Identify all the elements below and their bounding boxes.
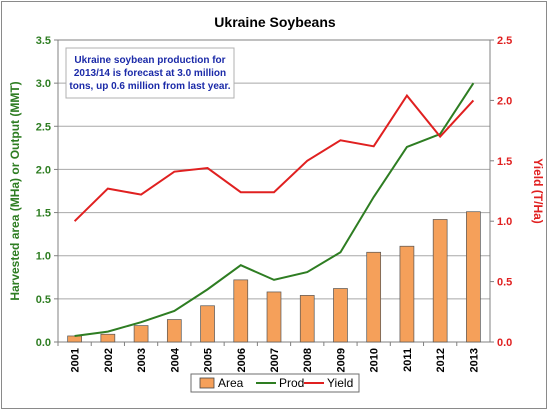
x-tick-label: 2010 [369, 348, 381, 372]
left-tick-label: 2.5 [36, 121, 51, 133]
prod-line [74, 82, 475, 337]
annotation-line-2: 2013/14 is forecast at 3.0 million [74, 68, 226, 79]
area-bars [67, 211, 481, 343]
chart-title: Ukraine Soybeans [214, 14, 336, 30]
right-tick-label: 2.5 [497, 35, 512, 47]
legend-area-swatch [199, 377, 215, 389]
yield-line [73, 93, 475, 222]
x-tick-label: 2006 [236, 348, 248, 372]
left-tick-label: 3.0 [36, 78, 51, 90]
area-bar [299, 295, 315, 343]
right-tick-label: 1.5 [497, 156, 512, 168]
x-tick-label: 2003 [136, 348, 148, 372]
left-axis-label: Harvested area (MHa) or Output (MMT) [8, 81, 22, 300]
left-tick-label: 0.5 [36, 294, 51, 306]
area-bar [67, 335, 82, 343]
area-bar [200, 305, 215, 343]
area-bar [399, 245, 415, 343]
annotation-line-1: Ukraine soybean production for [74, 55, 225, 66]
annotation-line-3: tons, up 0.6 million from last year. [69, 81, 230, 92]
x-tick-label: 2011 [402, 348, 414, 372]
left-tick-label: 1.5 [36, 208, 51, 220]
x-tick-label: 2001 [70, 348, 82, 372]
series-lines [73, 82, 475, 337]
x-tick-label: 2007 [269, 348, 281, 372]
area-bar [266, 291, 282, 343]
legend-area-label: Area [218, 376, 244, 390]
right-tick-label: 0.0 [497, 337, 512, 349]
area-bar [166, 319, 182, 343]
x-tick-label: 2009 [335, 348, 347, 372]
x-tick-label: 2008 [302, 348, 314, 372]
right-tick-label: 2.0 [497, 95, 512, 107]
right-tick-label: 1.0 [497, 216, 512, 228]
x-tick-label: 2002 [103, 348, 115, 372]
left-tick-label: 2.0 [36, 164, 51, 176]
left-tick-label: 0.0 [36, 337, 51, 349]
area-bar [333, 288, 348, 343]
x-tick-label: 2004 [169, 347, 181, 372]
left-tick-label: 3.5 [36, 35, 51, 47]
area-bar [233, 279, 249, 343]
x-tick-label: 2012 [435, 348, 447, 372]
legend-yield-label: Yield [327, 376, 353, 390]
right-axis-ticks: 0.0 0.5 1.0 1.5 2.0 2.5 [490, 35, 512, 349]
annotation-box: Ukraine soybean production for 2013/14 i… [65, 47, 235, 99]
area-bar [466, 211, 481, 343]
right-tick-label: 0.5 [497, 277, 512, 289]
area-bar [432, 219, 448, 343]
x-tick-label: 2005 [203, 348, 215, 372]
legend: Area Prod Yield [190, 373, 360, 393]
legend-prod-label: Prod [279, 376, 304, 390]
area-bar [133, 325, 149, 343]
x-axis-ticks: 2001 2002 2003 2004 2005 2006 2007 2008 2009 2010… [57, 342, 480, 372]
left-axis-ticks: 0.0 0.5 1.0 1.5 2.0 2.5 3.0 3.5 [36, 35, 58, 349]
x-tick-label: 2013 [468, 348, 480, 372]
left-tick-label: 1.0 [36, 251, 51, 263]
area-bar [100, 333, 116, 343]
right-axis-label: Yield (T/Ha) [531, 158, 545, 224]
area-bar [366, 251, 382, 343]
